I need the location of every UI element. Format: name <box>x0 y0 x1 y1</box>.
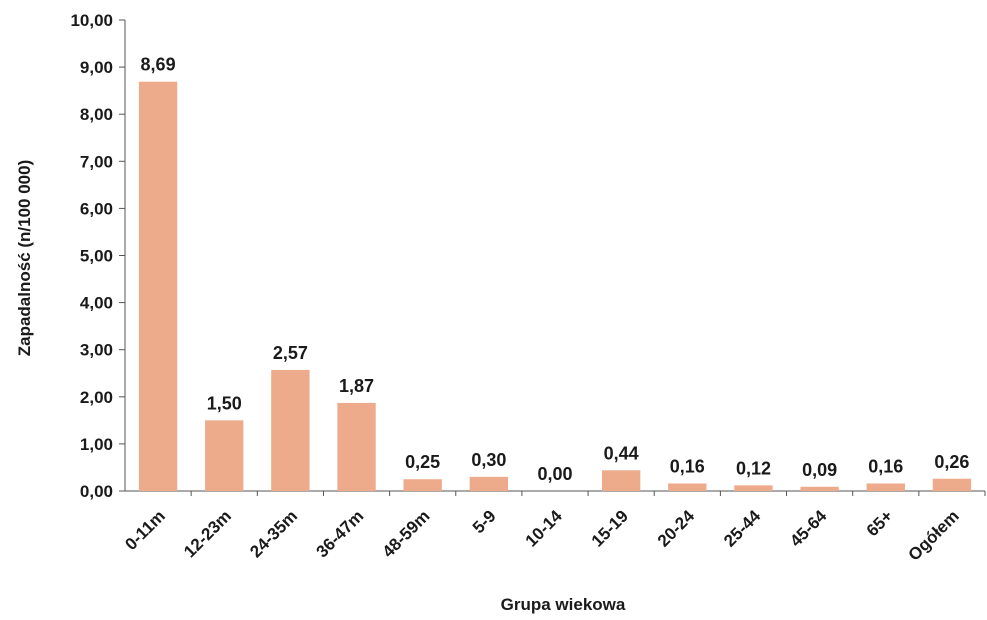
y-tick-label: 4,00 <box>80 294 113 313</box>
x-axis-title: Grupa wiekowa <box>501 595 626 614</box>
x-tick-label: 20-24 <box>654 506 699 551</box>
data-label: 0,25 <box>405 452 440 472</box>
bar <box>601 470 641 491</box>
data-label: 0,30 <box>471 450 506 470</box>
y-axis: 0,00 1,00 2,00 3,00 4,00 5,00 6,00 7,00 8,00 9,00… <box>70 11 126 501</box>
bar <box>337 402 376 491</box>
y-tick-label: 3,00 <box>80 341 113 360</box>
x-tick-label: 24-35m <box>246 506 301 561</box>
y-tick-label: 1,00 <box>80 435 113 454</box>
y-tick-label: 8,00 <box>80 105 113 124</box>
bar <box>932 478 972 491</box>
y-tick-label: 10,00 <box>70 11 113 30</box>
data-label: 0,00 <box>537 464 572 484</box>
y-tick-label: 0,00 <box>80 482 113 501</box>
x-tick-label: 48-59m <box>379 506 434 561</box>
y-tick-label: 9,00 <box>80 58 113 77</box>
value-labels: 8,69 1,50 2,57 1,87 0,25 0,30 0,00 0,44 0,16 0,12… <box>141 55 970 484</box>
bar <box>800 486 839 491</box>
y-tick-label: 7,00 <box>80 152 113 171</box>
data-label: 2,57 <box>273 343 308 363</box>
data-label: 0,16 <box>670 456 705 476</box>
x-tick-label: 65+ <box>863 506 897 540</box>
x-tick-label: 15-19 <box>588 506 632 550</box>
bar <box>668 483 707 491</box>
x-tick-label: Ogółem <box>905 506 963 564</box>
bar <box>403 479 442 491</box>
x-tick-label: 25-44 <box>720 506 765 551</box>
data-label: 0,16 <box>868 456 903 476</box>
data-label: 8,69 <box>141 55 176 75</box>
x-tick-label: 45-64 <box>786 506 831 551</box>
x-axis: 0-11m 12-23m 24-35m 36-47m 48-59m 5-9 10-14 15-… <box>121 490 986 565</box>
bar <box>469 476 509 491</box>
bar <box>271 369 310 491</box>
data-label: 0,09 <box>802 460 837 480</box>
bar <box>205 420 244 491</box>
data-label: 1,87 <box>339 376 374 396</box>
data-label: 1,50 <box>207 393 242 413</box>
data-label: 0,26 <box>934 452 969 472</box>
x-tick-label: 36-47m <box>312 506 367 561</box>
bar <box>138 81 178 492</box>
bar <box>734 485 773 491</box>
x-tick-label: 5-9 <box>469 506 500 537</box>
bars <box>138 81 972 492</box>
y-tick-label: 5,00 <box>80 247 113 266</box>
y-tick-label: 2,00 <box>80 388 113 407</box>
data-label: 0,44 <box>604 443 639 463</box>
x-tick-label: 12-23m <box>180 506 235 561</box>
y-tick-label: 6,00 <box>80 199 113 218</box>
x-tick-label: 0-11m <box>121 506 169 554</box>
y-axis-title: Zapadalność (n/100 000) <box>15 160 34 357</box>
x-tick-label: 10-14 <box>522 506 567 551</box>
bar <box>866 483 905 491</box>
data-label: 0,12 <box>736 458 771 478</box>
